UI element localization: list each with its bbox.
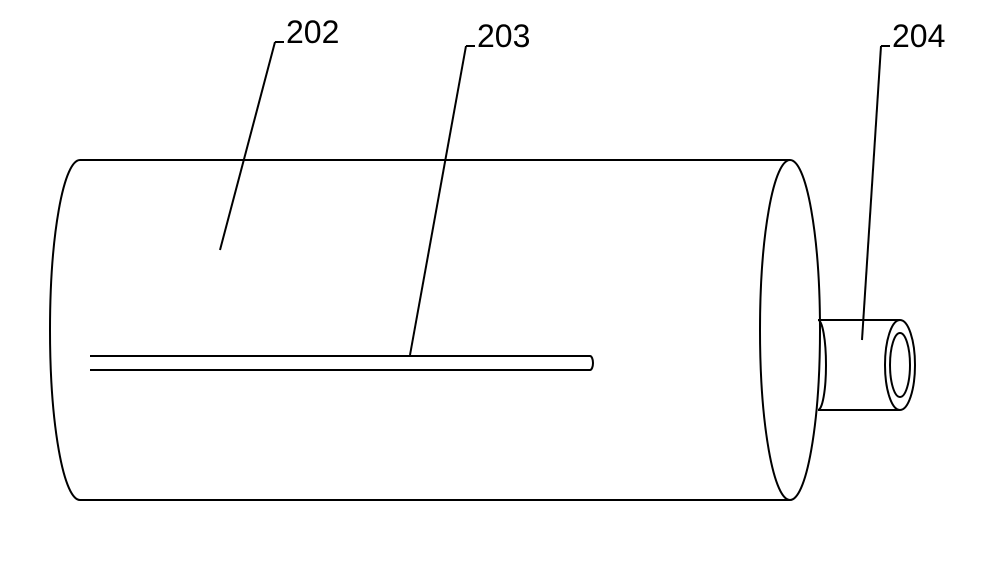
technical-diagram: 202 203 204 [0,0,1000,562]
label-203: 203 [477,18,530,55]
label-202: 202 [286,14,339,51]
cylinder-right-ellipse [760,160,820,500]
cylinder-left-back-arc [50,160,80,500]
leader-line-203 [410,46,466,355]
diagram-svg [0,0,1000,562]
leader-line-202 [220,42,275,250]
shaft-inner-ellipse [890,333,910,397]
slot-right-arc [590,356,593,370]
leader-line-204 [862,46,881,340]
label-204: 204 [892,18,945,55]
